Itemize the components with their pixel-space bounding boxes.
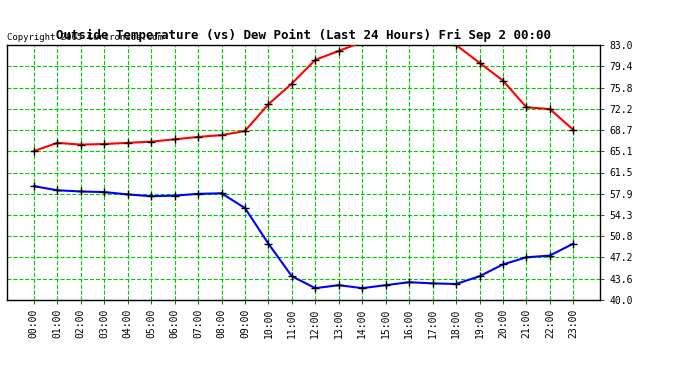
Title: Outside Temperature (vs) Dew Point (Last 24 Hours) Fri Sep 2 00:00: Outside Temperature (vs) Dew Point (Last… bbox=[56, 29, 551, 42]
Text: Copyright 2005 Curtronics.com: Copyright 2005 Curtronics.com bbox=[7, 33, 163, 42]
